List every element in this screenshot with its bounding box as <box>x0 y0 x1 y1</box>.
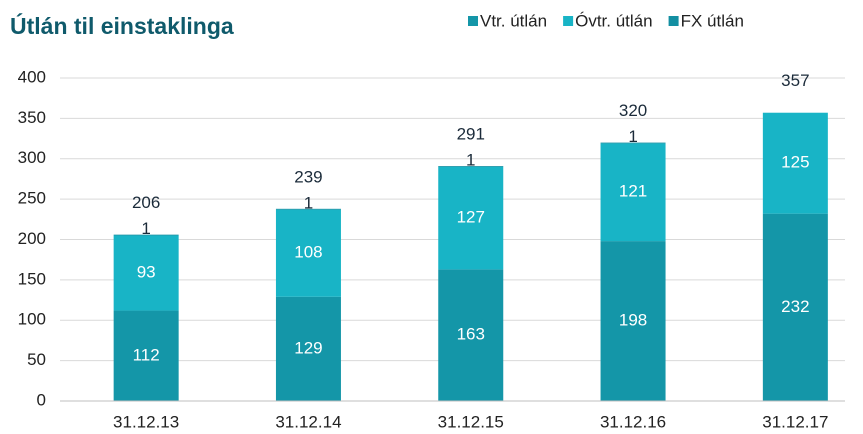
bar-segment <box>438 166 504 167</box>
bar-segment <box>600 143 666 242</box>
data-label: 108 <box>294 243 322 262</box>
y-tick-label: 0 <box>37 390 46 409</box>
y-tick-label: 200 <box>18 229 46 248</box>
total-label: 206 <box>132 193 160 212</box>
y-tick-label: 100 <box>18 310 46 329</box>
y-tick-label: 400 <box>18 67 46 86</box>
data-label: 163 <box>457 325 485 344</box>
legend-swatch <box>668 16 679 26</box>
bar-segment <box>113 234 179 236</box>
legend: Vtr. útlán Óvtr. útlán FX útlán <box>468 11 744 30</box>
bar-segment <box>762 213 828 401</box>
total-label: 239 <box>294 167 322 186</box>
bar-segment <box>275 296 341 401</box>
bar-segment <box>438 166 504 270</box>
data-label: 127 <box>457 208 485 227</box>
data-label: 1 <box>628 127 637 146</box>
data-label: 232 <box>781 297 809 316</box>
x-tick-label: 31.12.17 <box>762 412 828 431</box>
legend-label: FX útlán <box>681 11 744 30</box>
total-label: 357 <box>781 71 809 90</box>
bar-segment <box>600 142 666 144</box>
bar-segment <box>275 209 341 297</box>
bar-segment <box>762 112 828 214</box>
data-label: 93 <box>137 262 156 281</box>
y-tick-label: 250 <box>18 189 46 208</box>
data-label: 1 <box>141 219 150 238</box>
x-tick-label: 31.12.15 <box>438 412 504 431</box>
legend-label: Vtr. útlán <box>480 11 547 30</box>
y-tick-label: 50 <box>27 350 46 369</box>
data-label: 129 <box>294 338 322 357</box>
data-label: 121 <box>619 182 647 201</box>
data-label: 1 <box>304 193 313 212</box>
legend-label: Óvtr. útlán <box>575 11 652 30</box>
bar-segment <box>113 235 179 311</box>
total-label: 291 <box>457 125 485 144</box>
bar-segment <box>438 269 504 401</box>
data-label: 125 <box>781 153 809 172</box>
bar-segment <box>275 208 341 210</box>
bar-segment <box>113 310 179 401</box>
y-tick-label: 300 <box>18 148 46 167</box>
legend-swatch <box>468 16 478 26</box>
y-tick-label: 350 <box>18 108 46 127</box>
data-label: 1 <box>466 151 475 170</box>
data-label: 198 <box>619 311 647 330</box>
y-tick-label: 150 <box>18 269 46 288</box>
legend-swatch <box>563 16 574 26</box>
total-label: 320 <box>619 101 647 120</box>
x-tick-label: 31.12.13 <box>113 412 179 431</box>
chart-title: Útlán til einstaklinga <box>10 12 234 39</box>
x-tick-label: 31.12.14 <box>275 412 341 431</box>
bar-segment <box>600 241 666 401</box>
x-tick-label: 31.12.16 <box>600 412 666 431</box>
data-label: 112 <box>133 345 160 364</box>
